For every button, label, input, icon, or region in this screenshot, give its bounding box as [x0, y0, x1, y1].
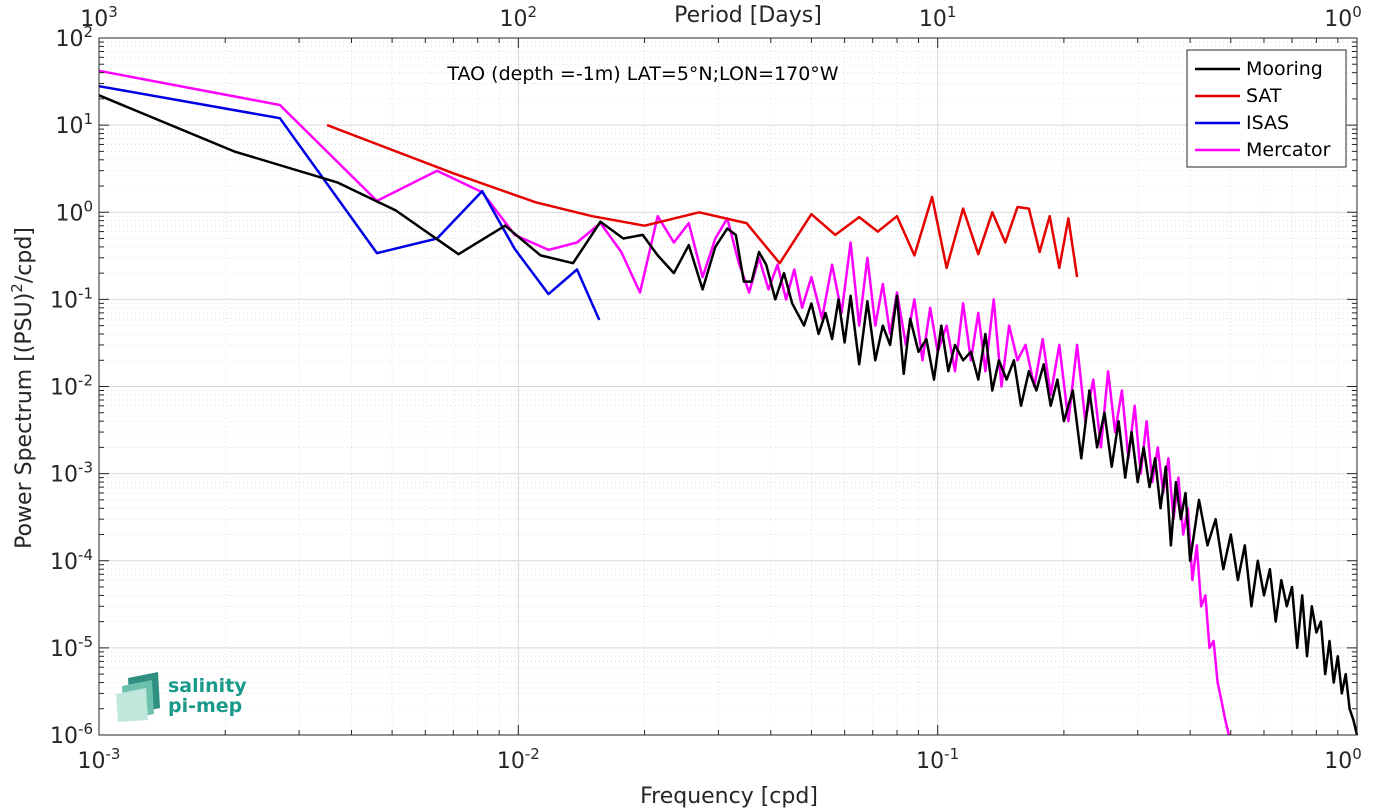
- y-tick-label: 101: [55, 110, 93, 139]
- logo-text-pi-mep: pi-mep: [168, 695, 242, 717]
- x-axis-title: Frequency [cpd]: [640, 784, 818, 809]
- x-tick-label: 10-2: [497, 745, 540, 774]
- salinity-pi-mep-logo: salinity pi-mep: [116, 672, 247, 722]
- y-axis-title-tail: /cpd]: [12, 227, 37, 283]
- y-tick-label: 10-3: [50, 459, 93, 488]
- y-tick-label: 100: [55, 197, 93, 226]
- y-tick-label: 102: [55, 23, 93, 52]
- x2-tick-label: 101: [919, 3, 957, 32]
- x2-tick-label: 102: [500, 3, 538, 32]
- annotation: TAO (depth =-1m) LAT=5°N;LON=170°W: [446, 63, 838, 85]
- series-line-isas: [98, 84, 601, 321]
- y-tick-label: 10-4: [50, 546, 93, 575]
- y-axis-title-exp: 2: [8, 283, 26, 293]
- legend-label-mercator: Mercator: [1246, 139, 1331, 161]
- legend-label-sat: SAT: [1246, 85, 1282, 107]
- x2-tick-label: 103: [80, 3, 118, 32]
- series-line-mooring: [98, 94, 1359, 736]
- series-line-mercator: [98, 69, 1231, 736]
- x-tick-label: 10-3: [78, 745, 121, 774]
- y-tick-label: 10-1: [50, 284, 93, 313]
- series-layer: [98, 69, 1359, 736]
- series-mercator: [98, 69, 1231, 736]
- y-tick-label: 10-6: [50, 720, 93, 749]
- series-mooring: [98, 94, 1359, 736]
- y-tick-label: 10-2: [50, 372, 93, 401]
- legend-label-mooring: Mooring: [1246, 58, 1323, 80]
- ticks: [98, 38, 1357, 736]
- series-isas: [98, 84, 601, 321]
- logo-wave-front: [116, 688, 148, 722]
- y-tick-label: 10-5: [50, 633, 93, 662]
- logo-text-salinity: salinity: [168, 675, 247, 697]
- y-axis-title-main: Power Spectrum [(PSU): [12, 293, 37, 549]
- top-axis-title: Period [Days]: [674, 3, 822, 28]
- x-tick-label: 100: [1324, 745, 1362, 774]
- legend-label-isas: ISAS: [1246, 112, 1289, 134]
- series-line-sat: [326, 123, 1079, 278]
- x2-tick-label: 100: [1324, 3, 1362, 32]
- series-sat: [326, 123, 1079, 278]
- x-tick-label: 10-1: [916, 745, 959, 774]
- legend: Mooring SAT ISAS Mercator: [1186, 49, 1347, 168]
- y-axis-title: Power Spectrum [(PSU)2/cpd]: [8, 227, 37, 549]
